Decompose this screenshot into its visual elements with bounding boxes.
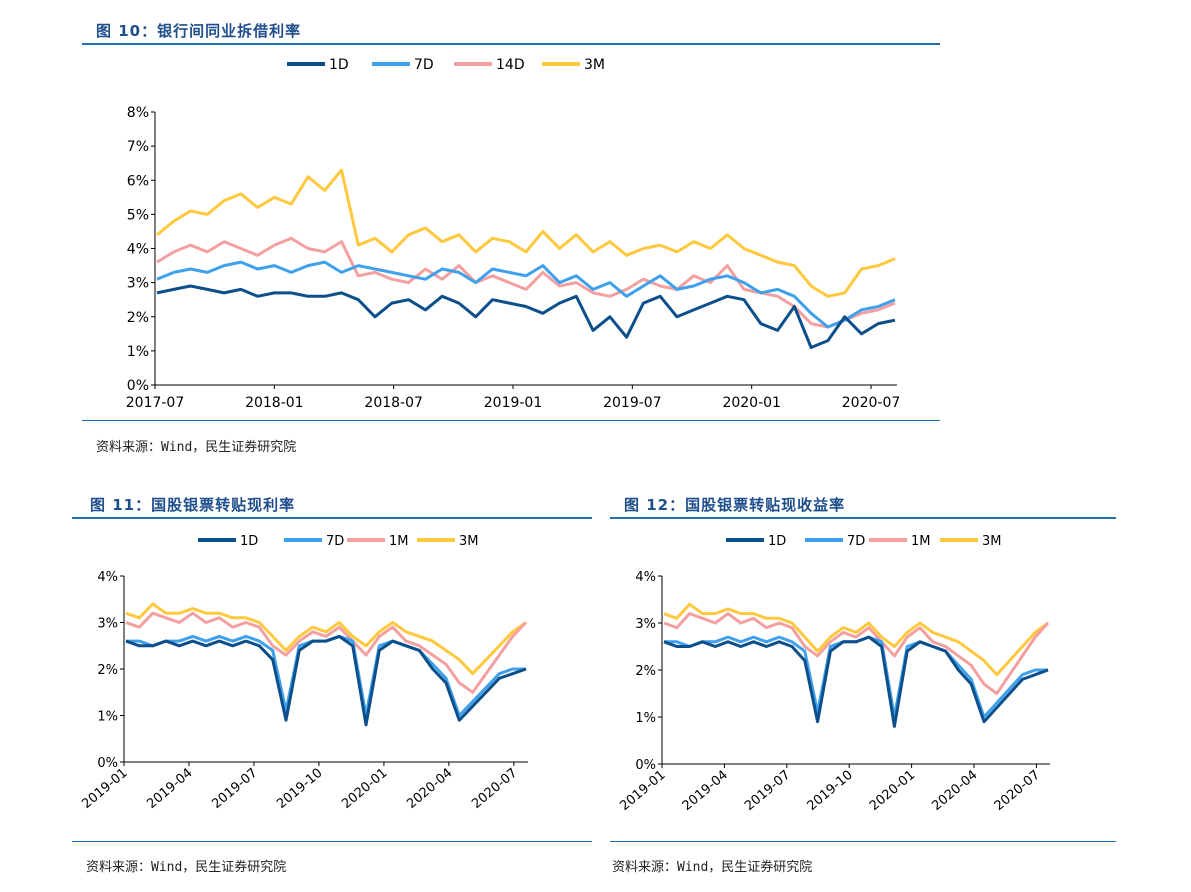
fig12-title-rule bbox=[610, 517, 1116, 519]
y-tick-label: 4% bbox=[635, 570, 656, 585]
fig11-title: 图 11：国股银票转贴现利率 bbox=[90, 496, 296, 514]
legend-label-1m: 1M bbox=[389, 534, 409, 549]
x-tick-label: 2020-01 bbox=[722, 395, 781, 411]
y-tick-label: 3% bbox=[635, 617, 656, 632]
y-tick-label: 1% bbox=[635, 711, 656, 726]
y-tick-label: 0% bbox=[635, 758, 656, 773]
fig10-source: 资料来源：Wind，民生证券研究院 bbox=[96, 440, 297, 455]
y-tick-label: 4% bbox=[97, 570, 118, 585]
y-tick-label: 1% bbox=[127, 344, 149, 360]
y-tick-label: 1% bbox=[97, 710, 118, 725]
x-tick-label: 2020-04 bbox=[404, 766, 455, 812]
x-tick-label: 2020-07 bbox=[842, 395, 901, 411]
y-tick-label: 8% bbox=[127, 105, 149, 121]
x-tick-label: 2020-01 bbox=[339, 766, 390, 812]
y-tick-label: 5% bbox=[127, 207, 149, 223]
series-line-3m bbox=[663, 602, 1049, 677]
fig12-bottom-rule bbox=[610, 841, 1116, 842]
legend-label-7d: 7D bbox=[326, 534, 344, 549]
x-tick-label: 2019-07 bbox=[603, 395, 662, 411]
series-line-1m bbox=[125, 611, 528, 694]
legend-label-1d: 1D bbox=[240, 534, 258, 549]
fig11-source: 资料来源：Wind，民生证券研究院 bbox=[86, 860, 287, 875]
x-tick-label: 2019-01 bbox=[484, 395, 543, 411]
series-line-7d bbox=[664, 635, 1048, 719]
legend-label-1d: 1D bbox=[329, 57, 349, 73]
x-tick-label: 2019-10 bbox=[274, 766, 325, 812]
series-line-14d bbox=[156, 236, 896, 329]
series-line-3m bbox=[125, 602, 527, 676]
x-tick-label: 2020-07 bbox=[469, 766, 520, 812]
y-tick-label: 2% bbox=[127, 310, 149, 326]
x-tick-label: 2020-01 bbox=[867, 768, 918, 814]
fig10-bottom-rule bbox=[82, 420, 940, 421]
series-line-7d bbox=[126, 634, 526, 717]
y-tick-label: 7% bbox=[127, 139, 149, 155]
x-tick-label: 2017-07 bbox=[126, 395, 185, 411]
fig11-bottom-rule bbox=[72, 841, 592, 842]
fig12-chart: 1D 7D 1M 3M 0% 1% 2% 3% 4% 2019-01 2019-04 2019-07 2… bbox=[617, 534, 1050, 814]
series-line-1d bbox=[663, 635, 1049, 728]
series-line-3m bbox=[156, 168, 896, 298]
legend-label-1d: 1D bbox=[768, 534, 786, 549]
y-tick-label: 2% bbox=[97, 663, 118, 678]
legend-label-1m: 1M bbox=[911, 534, 931, 549]
y-tick-label: 6% bbox=[127, 173, 149, 189]
fig12-title: 图 12：国股银票转贴现收益率 bbox=[624, 496, 846, 514]
legend-label-3m: 3M bbox=[584, 57, 605, 73]
series-line-1m bbox=[663, 612, 1050, 695]
y-tick-label: 0% bbox=[127, 378, 149, 394]
x-tick-label: 2020-04 bbox=[929, 768, 980, 814]
legend-label-3m: 3M bbox=[982, 534, 1002, 549]
legend-label-7d: 7D bbox=[847, 534, 865, 549]
x-tick-label: 2019-01 bbox=[617, 768, 668, 814]
x-tick-label: 2019-04 bbox=[144, 766, 195, 812]
fig10-title: 图 10：银行间同业拆借利率 bbox=[96, 22, 302, 40]
x-tick-label: 2019-10 bbox=[805, 768, 856, 814]
series-line-1d bbox=[125, 634, 527, 727]
y-tick-label: 3% bbox=[97, 617, 118, 632]
legend-label-14d: 14D bbox=[496, 57, 525, 73]
legend-label-3m: 3M bbox=[459, 534, 479, 549]
y-tick-label: 0% bbox=[97, 756, 118, 771]
series-line-7d bbox=[156, 260, 896, 329]
fig10-title-rule bbox=[82, 43, 940, 45]
x-tick-label: 2019-07 bbox=[742, 768, 793, 814]
x-tick-label: 2018-07 bbox=[364, 395, 423, 411]
fig12-source: 资料来源：Wind，民生证券研究院 bbox=[612, 860, 813, 875]
fig10-chart: 1D 7D 14D 3M 0% 1% 2% 3% 4% 5% 6% 7% 8% 2017-07 2018-0… bbox=[126, 57, 901, 411]
legend-label-7d: 7D bbox=[414, 57, 434, 73]
series-line-1d bbox=[156, 284, 896, 349]
y-tick-label: 4% bbox=[127, 242, 149, 258]
y-tick-label: 2% bbox=[635, 664, 656, 679]
x-tick-label: 2019-07 bbox=[209, 766, 260, 812]
x-tick-label: 2019-04 bbox=[680, 768, 731, 814]
x-tick-label: 2020-07 bbox=[992, 768, 1043, 814]
x-tick-label: 2018-01 bbox=[245, 395, 303, 411]
x-tick-label: 2019-01 bbox=[79, 766, 130, 812]
fig11-title-rule bbox=[72, 517, 592, 519]
y-tick-label: 3% bbox=[127, 276, 149, 292]
fig11-chart: 1D 7D 1M 3M 0% 1% 2% 3% 4% 2019-01 2019-04 2019-07 2… bbox=[79, 534, 528, 812]
